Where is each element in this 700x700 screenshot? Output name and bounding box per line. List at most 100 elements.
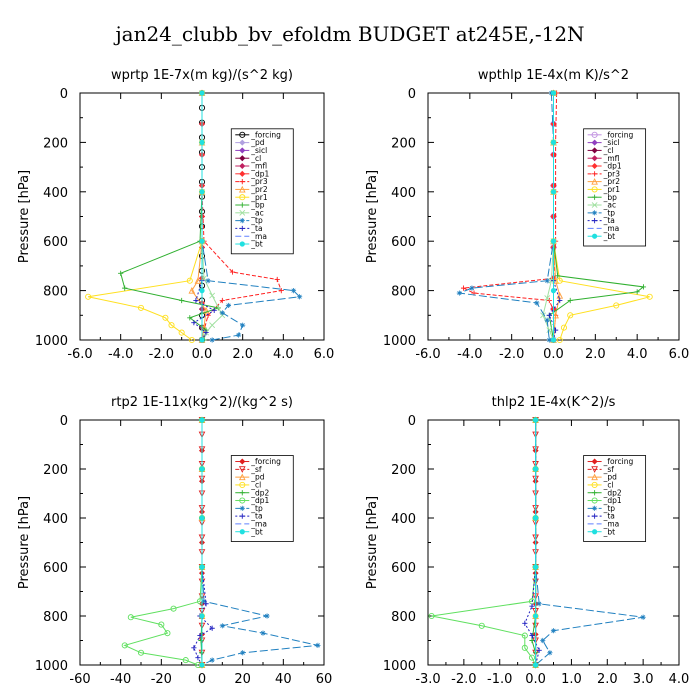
data-point [191,320,197,326]
series-bp [118,90,221,343]
y-tick-label: 200 [43,136,68,151]
data-point [179,297,185,304]
legend-entry: _dp1 [603,162,622,171]
legend-entry: _ta [603,512,615,521]
x-tick-label: 6.0 [314,347,335,362]
data-point [469,285,475,291]
data-point [236,332,242,338]
data-point [550,139,557,145]
data-point [199,238,205,244]
series-ta [522,417,542,668]
legend-entry: _dp1 [250,496,269,505]
legend-entry: _forcing [603,457,634,466]
data-point [278,288,284,294]
data-point [229,269,236,275]
legend-entry: _sf [603,465,615,474]
legend-marker [239,529,245,535]
legend-marker [239,209,246,216]
y-tick-label: 800 [391,285,416,300]
legend-marker [592,505,598,511]
x-tick-label: -3.0 [415,672,440,687]
legend-entry: _ta [250,512,262,521]
legend-marker [238,466,246,473]
y-tick-label: 400 [43,186,68,201]
data-point [203,329,209,336]
data-point [528,654,536,661]
data-point [199,417,205,423]
legend-marker [239,481,246,488]
y-tick-label: 600 [43,235,68,250]
series-tp [199,417,321,668]
data-point [550,189,557,195]
x-tick-label: 0.0 [525,672,546,687]
x-tick-label: 2.0 [232,347,253,362]
legend-marker [591,147,598,154]
data-point [532,613,539,619]
x-tick-label: 3.0 [633,672,654,687]
legend-marker [238,185,246,193]
data-point [260,630,266,636]
legend-entry: _sicl [250,146,267,155]
data-point [546,312,552,318]
data-point [178,329,185,336]
legend-entry: _bt [250,527,263,536]
data-point [555,273,561,279]
data-point [187,315,193,321]
data-point [188,336,195,344]
data-point [164,630,171,637]
legend-entry: _bp [250,201,265,210]
data-point [199,288,205,294]
data-point [567,297,573,304]
legend-marker [592,171,598,177]
y-tick-label: 0 [408,414,416,429]
legend-marker [591,458,598,465]
legend-entry: _ta [250,224,262,233]
x-tick-label: 6.0 [669,347,690,362]
data-point [240,650,246,656]
series-dp1 [121,416,206,669]
legend-entry: _mfl [603,154,620,163]
series-line [87,93,203,341]
x-tick-label: -1.0 [487,672,512,687]
data-point [274,276,280,283]
legend-marker [239,241,245,247]
data-point [532,662,539,668]
panel-title: thlp2 1E-4x(K^2)/s [492,395,616,410]
data-point [536,601,542,607]
data-point [209,657,215,663]
legend-marker [591,481,598,488]
legend-marker [239,155,246,162]
legend-entry: _pd [250,138,265,147]
data-point [194,277,202,284]
legend-entry: _pd [603,473,618,482]
data-point [532,564,539,570]
y-tick-label: 400 [391,186,416,201]
data-point [202,306,210,314]
data-point [529,633,535,639]
series-tp [456,90,557,343]
legend-entry: _cl [250,481,261,490]
series-dp1 [428,416,539,669]
data-point [634,289,640,295]
data-point [198,637,204,644]
legend-entry: _ma [250,520,267,529]
data-point [199,466,205,472]
x-tick-label: -6.0 [67,347,92,362]
legend-marker [592,529,598,535]
legend-marker [592,233,598,239]
legend-entry: _dp1 [250,169,269,178]
data-point [199,515,205,521]
legend-marker [239,139,246,146]
x-tick-label: -2.0 [451,672,476,687]
y-tick-label: 0 [60,87,68,102]
panel-1: wprtp 1E-7x(m kg)/(s^2 kg) Pressure [hPa]… [17,68,334,362]
legend-marker [592,218,598,224]
legend-marker [239,194,246,201]
y-tick-label: 1000 [35,659,68,674]
panel-3: rtp2 1E-11x(kg^2)/(kg^2 s) Pressure [hPa]… [17,395,332,687]
data-point [199,189,205,195]
data-point [290,288,297,294]
y-tick-label: 800 [391,610,416,625]
legend-entry: _pr1 [250,193,268,202]
